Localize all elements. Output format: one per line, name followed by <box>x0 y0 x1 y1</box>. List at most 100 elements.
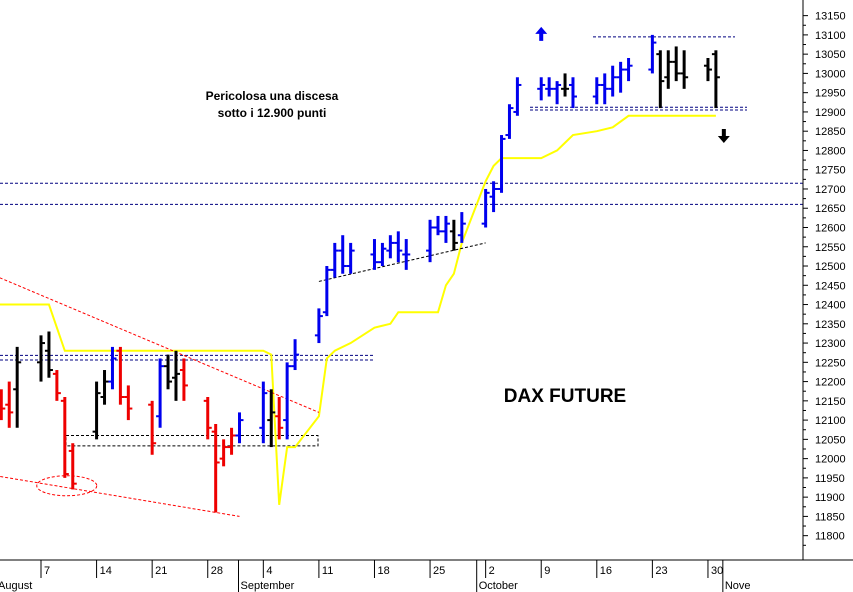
price-bar <box>426 219 435 263</box>
y-tick-label: 12550 <box>815 242 846 254</box>
price-bar <box>219 439 228 467</box>
price-bar <box>108 346 117 390</box>
price-bar <box>497 135 506 193</box>
y-tick-label: 12500 <box>815 261 846 273</box>
chart-title: DAX FUTURE <box>504 386 626 407</box>
price-bar <box>561 73 570 97</box>
y-tick-label: 12650 <box>815 203 846 215</box>
trendline <box>0 277 320 413</box>
price-bar <box>267 389 276 448</box>
y-tick-label: 11800 <box>815 531 845 543</box>
x-axis-ticks: 7 14 21 28 4 11 18 25 2 9 16 23 30 August September Oct… <box>0 560 751 592</box>
price-bar <box>489 181 498 213</box>
price-bar <box>449 219 458 251</box>
price-bar <box>600 73 609 105</box>
y-tick-label: 12600 <box>815 222 846 234</box>
chart-annotation: Pericolosa una discesa sotto i 12.900 pu… <box>206 89 339 120</box>
price-bar <box>656 50 665 109</box>
x-month-label: Nove <box>725 580 751 592</box>
price-bar <box>322 266 331 317</box>
y-tick-label: 11850 <box>815 511 845 523</box>
price-bar <box>171 350 180 401</box>
price-bar <box>116 346 125 405</box>
price-bar <box>537 77 546 101</box>
x-tick-label: 16 <box>600 565 612 577</box>
y-tick-label: 12250 <box>815 357 846 369</box>
consolidation-box <box>65 435 319 447</box>
y-tick-label: 12150 <box>815 396 846 408</box>
y-tick-label: 12900 <box>815 107 846 119</box>
y-tick-label: 12300 <box>815 338 846 350</box>
x-tick-label: 25 <box>433 565 445 577</box>
price-bar <box>672 46 681 82</box>
price-bar <box>402 239 411 270</box>
highlight-ellipse <box>36 475 98 497</box>
price-bar <box>386 235 395 259</box>
price-bar <box>624 58 633 82</box>
x-tick-label: 14 <box>100 565 112 577</box>
y-tick-label: 13000 <box>815 68 846 80</box>
price-bar <box>92 381 101 440</box>
price-bar <box>680 50 689 89</box>
y-tick-label: 11900 <box>815 492 845 504</box>
x-tick-label: 2 <box>489 565 495 577</box>
y-tick-label: 12050 <box>815 434 846 446</box>
price-bar <box>44 331 53 378</box>
price-bar <box>148 400 157 455</box>
annotation-line-1: Pericolosa una discesa <box>206 89 339 103</box>
x-month-label: October <box>479 580 518 592</box>
price-bar <box>211 423 220 513</box>
price-bar <box>37 335 45 382</box>
x-tick-label: 30 <box>711 565 723 577</box>
price-bar <box>568 77 577 109</box>
price-bar <box>164 354 173 390</box>
x-tick-label: 21 <box>155 565 167 577</box>
price-bar <box>60 396 69 478</box>
y-tick-label: 12750 <box>815 165 846 177</box>
y-tick-label: 12350 <box>815 319 846 331</box>
price-bar <box>0 389 6 421</box>
price-bar <box>52 370 61 401</box>
price-bar <box>545 77 554 97</box>
price-bar <box>314 308 323 344</box>
price-bar <box>711 50 720 109</box>
price-bar <box>481 188 490 228</box>
price-bar <box>513 77 522 116</box>
y-tick-label: 12800 <box>815 145 846 157</box>
price-bar <box>703 58 712 82</box>
x-month-label: August <box>0 580 32 592</box>
price-bar <box>378 242 387 267</box>
price-bar <box>434 215 442 236</box>
x-tick-label: 18 <box>377 565 389 577</box>
y-tick-label: 13100 <box>815 30 846 42</box>
price-bar <box>370 239 379 270</box>
price-bar <box>616 61 625 93</box>
price-bar <box>457 212 466 243</box>
y-tick-label: 13050 <box>815 49 846 61</box>
x-tick-label: 4 <box>266 565 272 577</box>
price-bar <box>441 215 450 243</box>
annotation-line-2: sotto i 12.900 punti <box>218 106 327 120</box>
price-bar <box>179 358 188 401</box>
price-bar <box>275 396 284 440</box>
y-tick-label: 12850 <box>815 126 846 138</box>
y-tick-label: 13150 <box>815 11 846 23</box>
price-bar <box>291 339 300 371</box>
price-bar <box>664 50 673 89</box>
price-bars-layer <box>0 34 720 513</box>
y-tick-label: 12450 <box>815 280 846 292</box>
price-bar <box>648 34 657 74</box>
price-bar <box>608 65 617 97</box>
x-tick-label: 28 <box>211 565 223 577</box>
price-bar <box>68 443 77 490</box>
y-tick-label: 11950 <box>815 473 845 485</box>
y-tick-label: 12000 <box>815 454 846 466</box>
y-tick-label: 12100 <box>815 415 846 427</box>
price-bar <box>346 242 355 274</box>
y-axis-ticks: 11800 11850 11900 11950 12000 12050 12100 12150… <box>803 11 846 546</box>
y-tick-label: 12950 <box>815 88 846 100</box>
price-bar <box>592 77 601 105</box>
price-bar <box>338 235 347 274</box>
